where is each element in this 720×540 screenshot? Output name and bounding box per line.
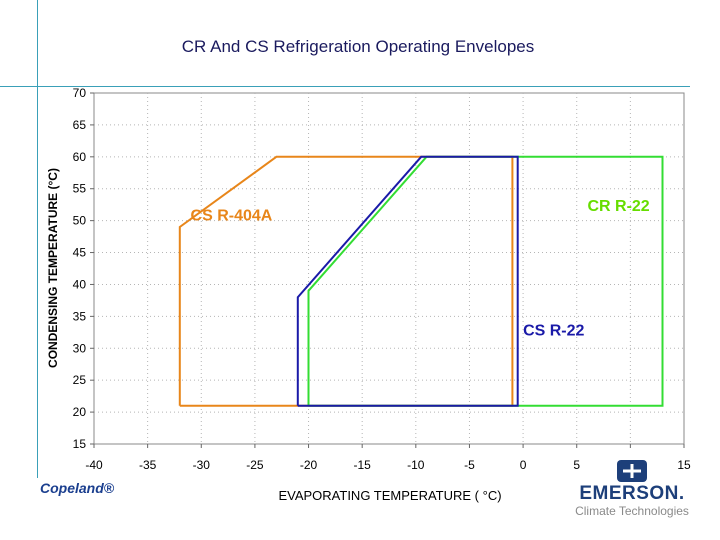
x-tick-label: 15: [677, 458, 691, 472]
x-axis-label: EVAPORATING TEMPERATURE ( °C): [278, 488, 501, 503]
y-tick-label: 25: [73, 373, 87, 387]
y-tick-label: 45: [73, 246, 87, 260]
y-tick-label: 40: [73, 277, 87, 291]
x-ticks: -40-35-30-25-20-15-10-5051015: [85, 444, 691, 472]
y-tick-label: 20: [73, 405, 87, 419]
emerson-mark-icon: [617, 460, 647, 482]
x-tick-label: -30: [193, 458, 211, 472]
x-tick-label: 0: [520, 458, 527, 472]
y-tick-label: 70: [73, 86, 87, 100]
x-tick-label: -25: [246, 458, 264, 472]
x-tick-label: -5: [464, 458, 475, 472]
y-tick-label: 65: [73, 118, 87, 132]
chart-title: CR And CS Refrigeration Operating Envelo…: [182, 37, 534, 56]
x-tick-label: -20: [300, 458, 318, 472]
emerson-brand-name: EMERSON.: [579, 483, 685, 504]
series-line-cs-r-22: [296, 155, 519, 407]
x-tick-label: 5: [573, 458, 580, 472]
annotations: CS R-404A CR R-22 CS R-22: [191, 198, 650, 339]
y-tick-label: 35: [73, 309, 87, 323]
emerson-logo: EMERSON. Climate Technologies: [570, 458, 694, 518]
y-tick-label: 50: [73, 214, 87, 228]
decor-horizontal-line: [0, 86, 690, 87]
series-line-cr-r-22: [307, 155, 664, 407]
y-ticks: 15 20 25 30 35 40 45 50 55 60 65 70: [73, 86, 94, 451]
x-tick-label: -10: [407, 458, 425, 472]
x-tick-label: -35: [139, 458, 157, 472]
y-tick-label: 60: [73, 150, 87, 164]
series-annotation-label: CS R-22: [523, 323, 584, 340]
series-group: [178, 155, 664, 407]
x-tick-label: -15: [354, 458, 372, 472]
decor-vertical-line: [37, 0, 38, 478]
series-annotation-label: CR R-22: [587, 198, 649, 215]
series-annotation-label: CS R-404A: [191, 208, 273, 225]
copeland-logo: Copeland®: [40, 480, 115, 496]
y-tick-label: 15: [73, 437, 87, 451]
plot-area: [93, 92, 685, 445]
y-tick-label: 30: [73, 341, 87, 355]
x-tick-label: -40: [85, 458, 103, 472]
y-tick-label: 55: [73, 182, 87, 196]
y-axis-label: CONDENSING TEMPERATURE (°C): [46, 168, 60, 368]
emerson-brand-subtitle: Climate Technologies: [575, 504, 689, 518]
